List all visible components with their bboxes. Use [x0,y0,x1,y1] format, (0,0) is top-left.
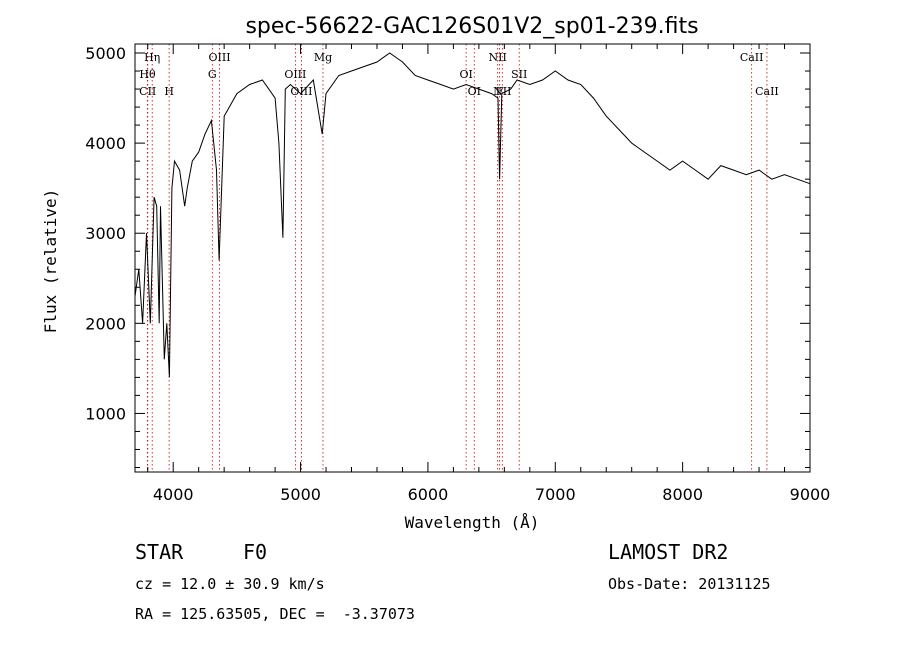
x-axis-label: Wavelength (Å) [405,513,540,532]
spectrum-series-line [134,52,811,378]
spectral-line-label: SII [511,68,527,81]
plot-frame [134,43,811,473]
spectral-line-label: Hθ [139,68,156,81]
x-tick-label: 8000 [662,485,703,504]
spectral-line-label: OIII [290,85,312,98]
x-tick-label: 9000 [790,485,831,504]
spectral-line-label: CaII [740,51,764,64]
spectral-line-label: OIII [284,68,306,81]
axis-ticks-layer: 4000 5000 6000 7000 8000 9000 1000 2000 3000 4000… [85,44,830,504]
spectral-line-label: Mg [314,51,332,64]
x-tick-label: 7000 [535,485,576,504]
y-tick-label: 4000 [85,134,126,153]
observation-date: Obs-Date: 20131125 [608,575,771,593]
object-subclass: F0 [243,540,268,564]
spectral-line-label: OIII [209,51,231,64]
y-tick-label: 5000 [85,44,126,63]
object-class: STAR [135,540,184,564]
survey-name: LAMOST DR2 [608,540,729,564]
spectral-line-label: CaII [755,85,779,98]
redshift-text: cz = 12.0 ± 30.9 km/s [135,575,325,593]
spectral-line-label: NII [493,85,511,98]
y-tick-label: 1000 [85,404,126,423]
x-tick-label: 5000 [280,485,321,504]
spectral-line-label: OI [459,68,472,81]
spectral-line-label: NII [489,51,507,64]
spectral-line-label: H [164,85,174,98]
y-tick-label: 2000 [85,314,126,333]
spectral-line-label: Hη [144,51,160,64]
y-tick-label: 3000 [85,224,126,243]
spectral-line-label: G [208,68,217,81]
spectral-line-label: F [496,85,504,98]
chart-title: spec-56622-GAC126S01V2_sp01-239.fits [245,14,698,39]
coordinates-text: RA = 125.63505, DEC = -3.37073 [135,605,415,623]
y-axis-label: Flux (relative) [41,189,60,334]
x-tick-label: 6000 [408,485,449,504]
x-tick-label: 4000 [153,485,194,504]
